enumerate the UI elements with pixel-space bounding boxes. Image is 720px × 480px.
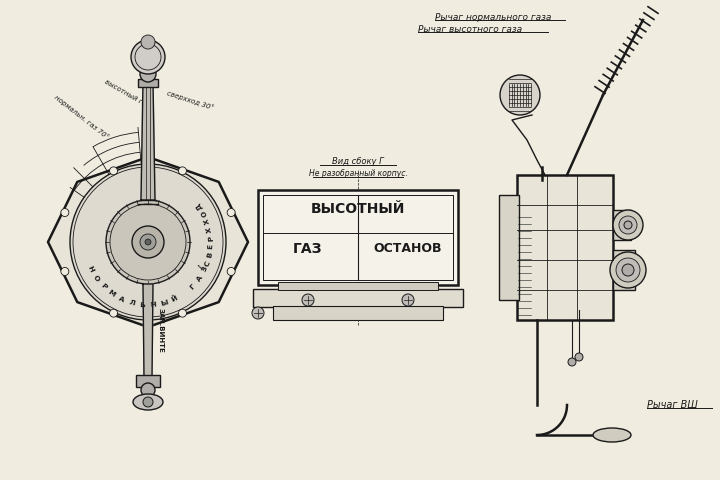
Text: ВЫСОТНЫЙ: ВЫСОТНЫЙ: [311, 202, 405, 216]
Text: З: З: [202, 265, 209, 272]
Text: сверхход 30°: сверхход 30°: [166, 89, 215, 111]
Text: Вид сбоку Г: Вид сбоку Г: [332, 157, 384, 167]
Text: Р: Р: [99, 283, 107, 290]
Text: /: /: [198, 264, 207, 271]
Circle shape: [141, 35, 155, 49]
Text: Ы: Ы: [160, 299, 168, 307]
Circle shape: [402, 294, 414, 306]
Text: Рычаг нормального газа: Рычаг нормального газа: [435, 13, 552, 23]
Text: А: А: [117, 295, 125, 303]
Circle shape: [109, 167, 117, 175]
Circle shape: [568, 358, 576, 366]
Text: Н: Н: [150, 301, 157, 308]
Circle shape: [610, 252, 646, 288]
Circle shape: [140, 66, 156, 82]
Bar: [517, 175, 613, 320]
Text: Л: Л: [128, 299, 135, 307]
Circle shape: [179, 309, 186, 317]
Circle shape: [61, 267, 69, 276]
Circle shape: [227, 267, 235, 276]
Bar: [258, 190, 458, 285]
Bar: [273, 306, 443, 320]
Text: высотный газ: высотный газ: [103, 79, 150, 109]
Ellipse shape: [593, 428, 631, 442]
Circle shape: [179, 167, 186, 175]
Circle shape: [106, 200, 190, 284]
Polygon shape: [143, 284, 153, 377]
Circle shape: [624, 221, 632, 229]
Bar: [136, 375, 160, 387]
Circle shape: [575, 353, 583, 361]
Circle shape: [61, 208, 69, 216]
Circle shape: [140, 234, 156, 250]
Polygon shape: [141, 82, 155, 200]
Text: Не разобранный корпус.: Не разобранный корпус.: [309, 169, 408, 179]
Text: нормальн. газ 70°: нормальн. газ 70°: [53, 94, 110, 140]
Text: Й: Й: [171, 295, 179, 303]
Bar: [253, 289, 463, 307]
Text: С: С: [204, 260, 211, 267]
Text: Н: Н: [87, 264, 95, 273]
Circle shape: [227, 208, 235, 216]
Text: ОСТАНОВ: ОСТАНОВ: [374, 242, 442, 255]
Text: Х: Х: [206, 226, 213, 233]
Text: Х: Х: [204, 217, 211, 225]
Circle shape: [252, 307, 264, 319]
Circle shape: [132, 226, 164, 258]
Text: ГАЗ: ГАЗ: [293, 242, 323, 256]
Circle shape: [145, 239, 151, 245]
Circle shape: [131, 40, 165, 74]
Circle shape: [616, 258, 640, 282]
Text: Р: Р: [207, 235, 214, 241]
Text: Г: Г: [189, 283, 197, 290]
Circle shape: [619, 216, 637, 234]
Text: О: О: [92, 274, 101, 282]
Circle shape: [622, 264, 634, 276]
Circle shape: [613, 210, 643, 240]
Text: В: В: [206, 252, 213, 259]
Polygon shape: [48, 157, 248, 327]
Text: Д: Д: [195, 202, 204, 210]
Text: М: М: [107, 289, 117, 298]
Circle shape: [70, 164, 226, 320]
Bar: [613, 210, 631, 240]
Bar: [263, 195, 453, 280]
Text: Е: Е: [207, 244, 214, 250]
Circle shape: [302, 294, 314, 306]
Text: ЗАР.ВИНТЕ: ЗАР.ВИНТЕ: [157, 308, 163, 352]
Text: О: О: [200, 209, 208, 217]
Bar: [613, 250, 635, 290]
Text: Рычаг ВШ: Рычаг ВШ: [647, 400, 698, 410]
Bar: [499, 195, 519, 300]
Circle shape: [109, 309, 117, 317]
Circle shape: [141, 383, 155, 397]
Ellipse shape: [133, 394, 163, 410]
Text: Ь: Ь: [140, 301, 145, 308]
Text: А: А: [196, 274, 204, 282]
Circle shape: [500, 75, 540, 115]
Bar: [278, 282, 438, 290]
Circle shape: [143, 397, 153, 407]
Bar: [138, 79, 158, 87]
Text: Рычаг высотного газа: Рычаг высотного газа: [418, 25, 522, 35]
